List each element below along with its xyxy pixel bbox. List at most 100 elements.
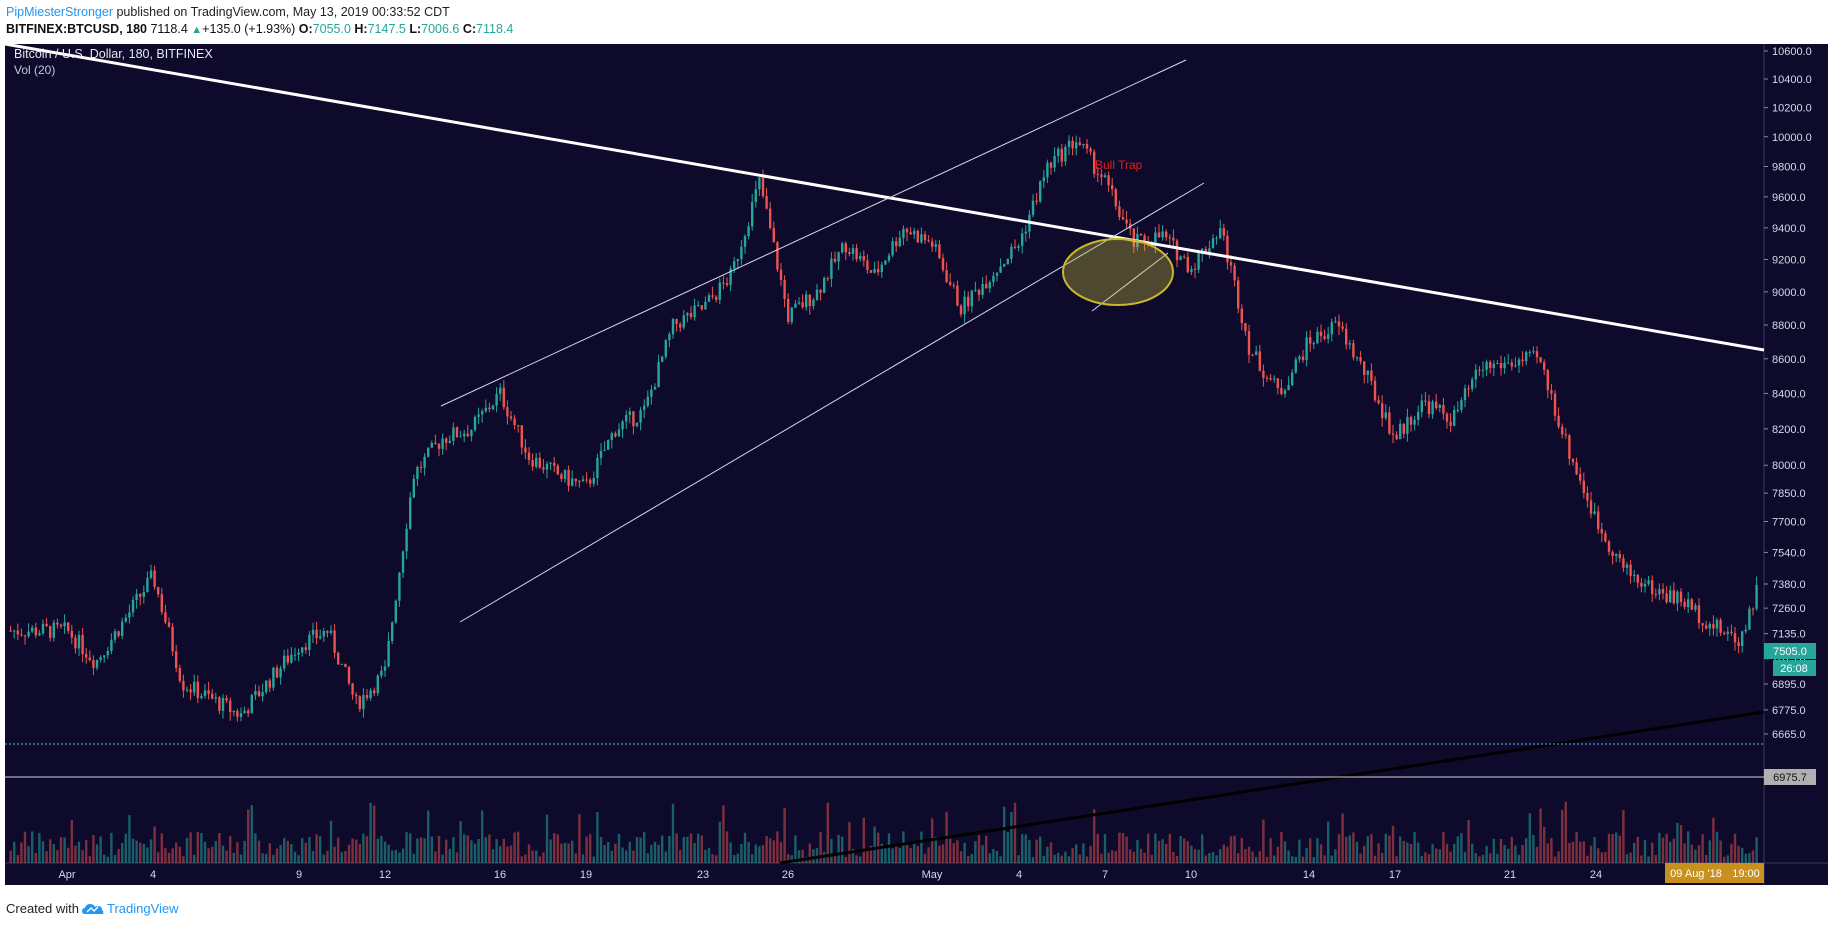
- volume-bar: [1489, 853, 1492, 863]
- volume-bar: [556, 834, 559, 863]
- y-tick-label: 7380.0: [1772, 579, 1806, 591]
- candle-body: [423, 456, 426, 468]
- candle-body: [675, 318, 678, 324]
- candle-body: [869, 269, 873, 273]
- tradingview-logo[interactable]: TradingView: [81, 901, 179, 916]
- candle-body: [1096, 174, 1099, 176]
- candle-body: [1089, 148, 1092, 152]
- volume-bar: [1053, 854, 1056, 863]
- volume-bar: [1715, 831, 1719, 863]
- channel-upper-line[interactable]: [440, 59, 1187, 407]
- volume-bar: [243, 840, 246, 863]
- candle-body: [38, 633, 41, 636]
- candle-body: [1053, 155, 1056, 168]
- volume-bar: [934, 836, 937, 863]
- volume-bar: [13, 841, 16, 863]
- price-chart[interactable]: Bull Trap Bitcoin / U.S. Dollar, 180, BI…: [0, 44, 1828, 895]
- candle-body: [405, 528, 408, 552]
- volume-indicator-label[interactable]: Vol (20): [14, 63, 55, 77]
- volume-bar: [423, 838, 426, 863]
- candle-body: [1197, 253, 1200, 270]
- candle-body: [481, 411, 484, 415]
- candle-body: [855, 248, 858, 260]
- volume-bar: [1316, 838, 1319, 863]
- open-value: 7055.0: [312, 22, 351, 36]
- volume-bar: [1676, 822, 1679, 863]
- volume-bar: [380, 835, 383, 863]
- volume-bar: [27, 846, 30, 863]
- candle-body: [416, 467, 419, 479]
- short-channel-line[interactable]: [1091, 252, 1169, 312]
- chart-title[interactable]: Bitcoin / U.S. Dollar, 180, BITFINEX: [14, 47, 213, 61]
- candle-body: [887, 255, 891, 261]
- candle-body: [301, 647, 304, 653]
- descending-trendline[interactable]: [4, 44, 1765, 352]
- plot-area[interactable]: [5, 44, 1764, 863]
- candle-body: [1618, 554, 1621, 559]
- time-axis[interactable]: [5, 863, 1828, 885]
- candle-body: [146, 577, 149, 593]
- open-label: O:: [298, 22, 313, 36]
- volume-bar: [596, 812, 599, 863]
- candle-body: [265, 680, 268, 693]
- volume-bar: [491, 849, 495, 863]
- candle-body: [1633, 574, 1636, 576]
- candle-body: [920, 234, 923, 243]
- candle-body: [1553, 393, 1557, 416]
- volume-bar: [351, 838, 354, 863]
- candle-body: [1258, 351, 1261, 371]
- volume-bar: [981, 845, 984, 863]
- volume-bar: [1222, 844, 1225, 863]
- candle-body: [243, 710, 246, 714]
- high-value: 7147.5: [367, 22, 406, 36]
- candle-body: [1341, 326, 1344, 329]
- candle-body: [1021, 233, 1024, 246]
- candle-body: [1103, 175, 1107, 178]
- volume-bar: [1363, 845, 1366, 863]
- volume-bar: [1359, 853, 1362, 863]
- bull-trap-ellipse[interactable]: [1062, 238, 1174, 306]
- channel-lower-line[interactable]: [459, 182, 1205, 623]
- volume-bar: [1287, 850, 1290, 863]
- volume-bar: [913, 842, 916, 863]
- candle-body: [779, 269, 783, 281]
- volume-bar: [1204, 855, 1207, 863]
- candle-body: [837, 252, 840, 262]
- volume-bar: [387, 844, 390, 863]
- author-link[interactable]: PipMiesterStronger: [6, 5, 113, 19]
- candle-body: [358, 696, 361, 710]
- candle-body: [1615, 554, 1618, 557]
- y-tick-label: 9400.0: [1772, 223, 1806, 235]
- candle-body: [149, 570, 153, 578]
- volume-bar: [1147, 833, 1150, 863]
- volume-bar: [1352, 832, 1355, 863]
- candle-body: [679, 323, 682, 328]
- candle-body: [1399, 423, 1402, 440]
- candle-body: [761, 177, 765, 197]
- volume-bar: [261, 853, 264, 863]
- volume-bar: [1402, 840, 1405, 863]
- candle-body: [643, 405, 646, 410]
- candle-body: [1438, 404, 1441, 409]
- volume-bar: [657, 844, 660, 863]
- y-tick-label: 6775.0: [1772, 705, 1806, 717]
- candle-body: [1597, 511, 1600, 530]
- price-axis[interactable]: [1764, 44, 1828, 863]
- volume-bar: [1539, 808, 1542, 863]
- candle-body: [1402, 423, 1405, 434]
- volume-bar: [1312, 856, 1315, 863]
- candle-body: [693, 305, 696, 318]
- candle-body: [621, 421, 624, 430]
- volume-bar: [599, 837, 603, 863]
- candle-body: [52, 622, 55, 638]
- candle-body: [470, 430, 473, 437]
- candle-body: [85, 654, 88, 658]
- candle-body: [189, 689, 192, 693]
- candle-body: [1337, 321, 1341, 327]
- volume-trendline[interactable]: [779, 710, 1765, 865]
- tradingview-brand[interactable]: TradingView: [106, 901, 179, 916]
- candle-body: [1708, 623, 1711, 629]
- volume-bar: [643, 832, 646, 863]
- volume-bar: [1021, 834, 1024, 863]
- candle-body: [1395, 434, 1398, 440]
